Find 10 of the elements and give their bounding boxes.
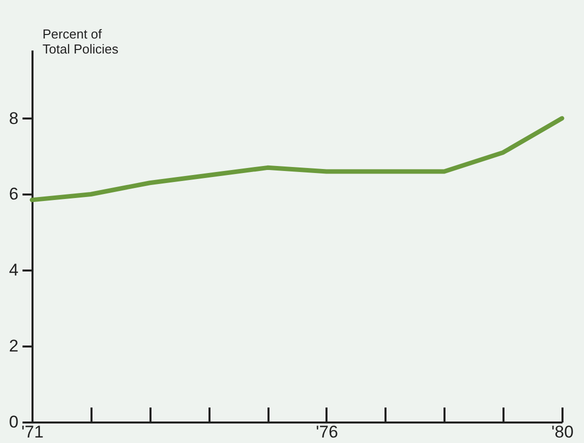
- x-tick-label: '80: [551, 422, 574, 442]
- x-tick-label: '76: [316, 422, 338, 442]
- y-tick-label: 8: [9, 108, 18, 128]
- y-tick-label: 0: [9, 412, 18, 432]
- x-tick-label: '71: [21, 422, 44, 442]
- y-tick-label: 6: [9, 184, 18, 204]
- y-tick-label: 2: [9, 336, 18, 356]
- line-series: [30, 116, 564, 202]
- y-axis-title: Percent of Total Policies: [42, 26, 119, 56]
- y-tick-label: 4: [9, 260, 18, 280]
